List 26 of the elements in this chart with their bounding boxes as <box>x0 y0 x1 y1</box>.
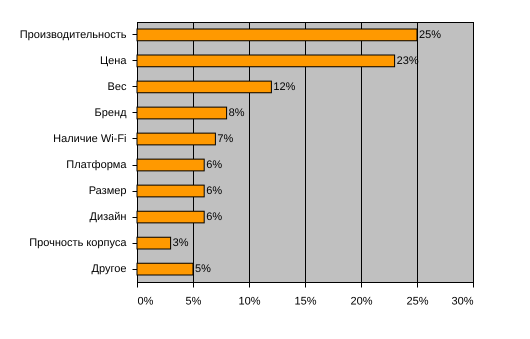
y-tick-label: Наличие Wi-Fi <box>53 132 126 145</box>
data-label: 25% <box>419 28 442 41</box>
x-tick-label: 20% <box>350 296 373 308</box>
data-label: 12% <box>273 80 296 93</box>
y-tick-label: Прочность корпуса <box>29 237 128 250</box>
data-label: 5% <box>195 263 212 276</box>
x-tick-label: 25% <box>406 296 429 308</box>
y-tick-label: Цена <box>100 54 128 67</box>
y-tick-label: Другое <box>92 263 126 276</box>
x-tick-label: 5% <box>186 296 202 308</box>
y-tick-label: Производительность <box>20 28 127 41</box>
data-label: 7% <box>217 132 234 145</box>
data-label: 6% <box>206 211 222 224</box>
data-label: 6% <box>206 159 222 172</box>
x-tick-label: 15% <box>294 296 317 308</box>
data-label: 6% <box>206 185 222 198</box>
y-tick-label: Размер <box>88 185 126 198</box>
y-tick-label: Бренд <box>94 106 128 119</box>
data-label: 3% <box>172 237 189 250</box>
y-tick-label: Платформа <box>66 159 128 172</box>
x-tick-label: 30% <box>451 296 474 308</box>
x-tick-label: 10% <box>238 296 261 308</box>
x-tick-label: 0% <box>138 296 154 308</box>
y-tick-label: Вес <box>108 80 127 93</box>
data-label: 8% <box>228 106 245 119</box>
y-tick-label: Дизайн <box>90 211 126 224</box>
